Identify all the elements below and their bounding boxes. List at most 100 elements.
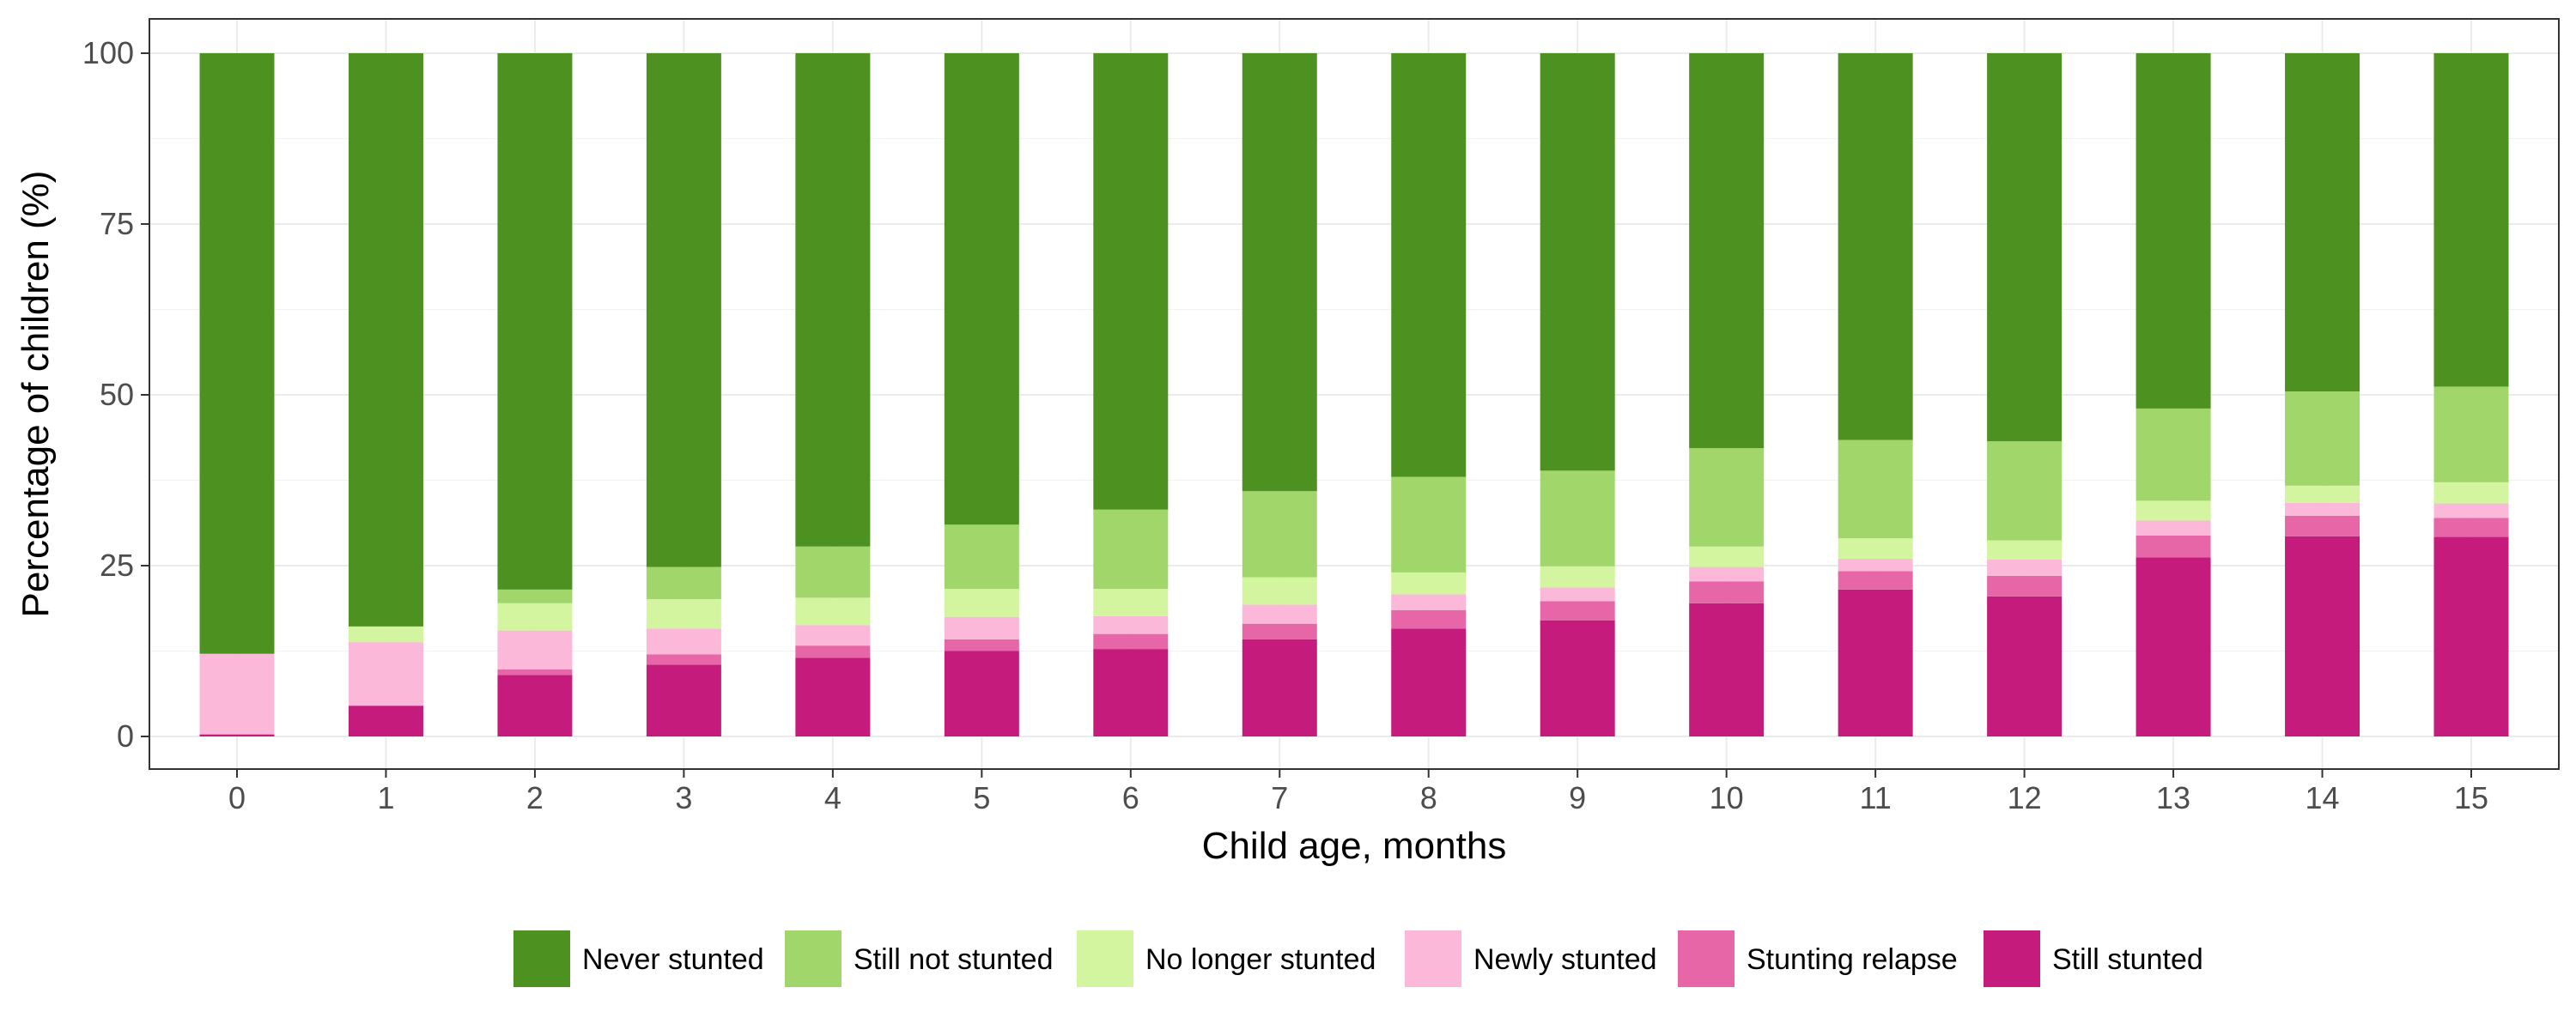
y-tick-label: 0 — [117, 718, 134, 754]
x-tick-label: 1 — [377, 780, 394, 815]
legend-label-still-not-stunted: Still not stunted — [854, 943, 1053, 976]
bar-segment-newly-stunted — [1987, 559, 2063, 576]
y-tick-label: 25 — [100, 548, 134, 583]
bar-segment-stunting-relapse — [1093, 633, 1169, 650]
bar-segment-stunting-relapse — [646, 654, 721, 665]
x-tick-label: 9 — [1569, 780, 1586, 815]
bar-segment-never-stunted — [2433, 53, 2509, 387]
bar-segment-still-not-stunted — [1391, 476, 1467, 573]
bar-segment-still-stunted — [1689, 603, 1765, 736]
bar-segment-still-stunted — [497, 675, 573, 736]
bar-segment-still-stunted — [2433, 536, 2509, 736]
bar-segment-no-longer-stunted — [497, 603, 573, 631]
x-axis-ticks: 0 1 2 3 4 5 6 7 8 9 10 11 12 13 14 15 — [228, 769, 2488, 815]
legend-label-no-longer-stunted: No longer stunted — [1145, 943, 1376, 976]
bar-segment-newly-stunted — [646, 628, 721, 655]
bar-segment-stunting-relapse — [1242, 623, 1317, 639]
bar-segment-stunting-relapse — [795, 645, 871, 658]
legend: Never stunted Still not stunted No longer … — [513, 930, 2203, 987]
bar-segment-never-stunted — [2136, 53, 2211, 409]
legend-key-still-stunted — [1984, 930, 2040, 987]
bar-segment-stunting-relapse — [1689, 581, 1765, 603]
bar-segment-never-stunted — [1242, 53, 1317, 492]
bar-segment-no-longer-stunted — [1540, 566, 1615, 588]
bar-segment-no-longer-stunted — [348, 626, 423, 643]
bar-segment-newly-stunted — [1093, 615, 1169, 634]
legend-label-stunting-relapse: Stunting relapse — [1747, 943, 1958, 976]
bar-segment-still-stunted — [646, 664, 721, 736]
bar-segment-stunting-relapse — [1838, 571, 1913, 590]
legend-key-no-longer-stunted — [1077, 930, 1133, 987]
x-tick-label: 10 — [1710, 780, 1744, 815]
legend-label-never-stunted: Never stunted — [582, 943, 764, 976]
x-tick-label: 3 — [675, 780, 692, 815]
bar-segment-stunting-relapse — [497, 669, 573, 676]
x-tick-label: 15 — [2454, 780, 2488, 815]
bar-segment-stunting-relapse — [2136, 535, 2211, 558]
bar-segment-still-not-stunted — [497, 589, 573, 603]
bar-segment-no-longer-stunted — [1689, 546, 1765, 567]
bar-segment-newly-stunted — [2136, 520, 2211, 536]
x-tick-label: 7 — [1271, 780, 1288, 815]
legend-label-still-stunted: Still stunted — [2052, 943, 2203, 976]
bar-segment-still-not-stunted — [1242, 491, 1317, 578]
y-tick-label: 75 — [100, 206, 134, 241]
bar-segment-still-stunted — [348, 706, 423, 736]
x-tick-label: 2 — [526, 780, 544, 815]
bar-segment-never-stunted — [2285, 53, 2360, 392]
x-tick-label: 14 — [2306, 780, 2340, 815]
bar-segment-stunting-relapse — [1391, 609, 1467, 629]
bar-segment-stunting-relapse — [1987, 575, 2063, 597]
bar-segment-never-stunted — [646, 53, 721, 567]
bar-segment-newly-stunted — [497, 630, 573, 670]
bar-segment-still-not-stunted — [1689, 448, 1765, 547]
bar-segment-newly-stunted — [1689, 566, 1765, 582]
bar-segment-newly-stunted — [1540, 587, 1615, 602]
bar-segment-newly-stunted — [944, 616, 1019, 639]
bar-segment-no-longer-stunted — [2136, 500, 2211, 521]
bar-segment-still-not-stunted — [1987, 441, 2063, 541]
bar-segment-never-stunted — [1391, 53, 1467, 477]
legend-key-still-not-stunted — [785, 930, 841, 987]
legend-key-never-stunted — [513, 930, 570, 987]
bar-segment-no-longer-stunted — [2433, 482, 2509, 504]
bar-segment-stunting-relapse — [1540, 601, 1615, 621]
bar-segment-no-longer-stunted — [2285, 485, 2360, 503]
bar-segment-newly-stunted — [1242, 604, 1317, 624]
y-tick-label: 50 — [100, 377, 134, 412]
y-axis-title: Percentage of children (%) — [15, 171, 57, 618]
bar-segment-still-stunted — [944, 651, 1019, 736]
bar-segment-stunting-relapse — [944, 639, 1019, 651]
bar-segment-never-stunted — [497, 53, 573, 590]
bar-segment-still-not-stunted — [2433, 386, 2509, 482]
bar-segment-newly-stunted — [795, 625, 871, 646]
bar-segment-still-not-stunted — [1540, 470, 1615, 566]
bar-segment-never-stunted — [944, 53, 1019, 525]
bar-segment-still-stunted — [2136, 557, 2211, 736]
bar-segment-still-stunted — [1540, 620, 1615, 736]
bar-segment-still-stunted — [1987, 596, 2063, 736]
bar-segment-still-not-stunted — [2136, 408, 2211, 501]
bar-segment-still-stunted — [2285, 536, 2360, 736]
bar-segment-never-stunted — [1093, 53, 1169, 510]
bar-segment-no-longer-stunted — [944, 589, 1019, 617]
bar-segment-never-stunted — [1987, 53, 2063, 442]
bar-segment-no-longer-stunted — [1838, 538, 1913, 560]
bar-segment-still-not-stunted — [646, 566, 721, 600]
bar-segment-still-not-stunted — [795, 546, 871, 598]
y-tick-label: 100 — [82, 35, 134, 70]
x-axis-title: Child age, months — [1202, 825, 1507, 867]
bar-segment-never-stunted — [1540, 53, 1615, 471]
x-tick-label: 12 — [2008, 780, 2042, 815]
bar-segment-still-not-stunted — [1838, 439, 1913, 539]
bar-segment-still-stunted — [795, 657, 871, 736]
bar-segment-still-not-stunted — [1093, 509, 1169, 590]
bar-segment-no-longer-stunted — [1391, 572, 1467, 595]
bar-segment-newly-stunted — [1391, 594, 1467, 610]
bar-segment-still-stunted — [1242, 639, 1317, 736]
bar-segment-newly-stunted — [2285, 502, 2360, 516]
bar-segment-still-stunted — [1093, 649, 1169, 736]
legend-key-stunting-relapse — [1678, 930, 1735, 987]
